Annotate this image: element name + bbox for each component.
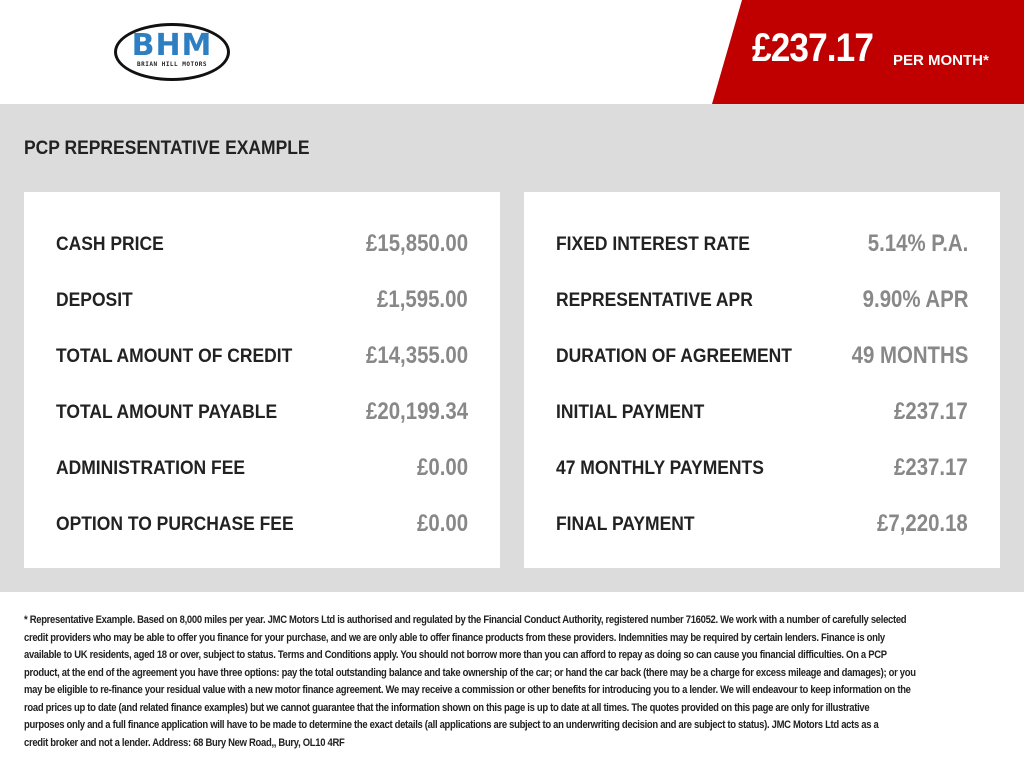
disclaimer-line: purposes only and a full finance applica…: [24, 719, 879, 731]
finance-row: DURATION OF AGREEMENT 49 MONTHS: [556, 338, 968, 378]
row-value: £15,850.00: [365, 230, 468, 257]
row-label: ADMINISTRATION FEE: [56, 458, 246, 479]
disclaimer-line: may be eligible to re-finance your resid…: [24, 684, 911, 696]
row-label: DEPOSIT: [56, 290, 133, 311]
disclaimer-line: credit broker and not a lender. Address:…: [24, 736, 345, 749]
per-month-label: PER MONTH*: [893, 52, 989, 69]
disclaimer: * Representative Example. Based on 8,000…: [24, 612, 944, 752]
row-label: INITIAL PAYMENT: [556, 402, 705, 423]
finance-card-left: CASH PRICE £15,850.00 DEPOSIT £1,595.00 TOTA…: [24, 192, 500, 568]
disclaimer-line: road prices up to date (and related fina…: [24, 701, 870, 714]
row-label: REPRESENTATIVE APR: [556, 290, 753, 311]
row-value: £0.00: [416, 454, 468, 481]
row-label: 47 MONTHLY PAYMENTS: [556, 458, 764, 479]
row-value: £7,220.18: [877, 510, 968, 537]
row-value: 9.90% APR: [862, 286, 968, 313]
finance-row: TOTAL AMOUNT OF CREDIT £14,355.00: [56, 338, 468, 378]
finance-row: INITIAL PAYMENT £237.17: [556, 394, 968, 434]
row-value: £237.17: [894, 454, 968, 481]
row-value: £1,595.00: [377, 286, 468, 313]
finance-row: FIXED INTEREST RATE 5.14% P.A.: [556, 226, 968, 266]
row-value: £14,355.00: [365, 342, 468, 369]
logo-subtitle: BRIAN HILL MOTORS: [137, 61, 207, 68]
row-value: £237.17: [894, 398, 968, 425]
finance-example-panel: PCP REPRESENTATIVE EXAMPLE CASH PRICE £15…: [0, 104, 1024, 592]
finance-row: ADMINISTRATION FEE £0.00: [56, 450, 468, 490]
disclaimer-line: available to UK residents, aged 18 or ov…: [24, 649, 887, 661]
finance-row: CASH PRICE £15,850.00: [56, 226, 468, 266]
row-value: £0.00: [416, 510, 468, 537]
disclaimer-line: * Representative Example. Based on 8,000…: [24, 614, 907, 626]
section-title: PCP REPRESENTATIVE EXAMPLE: [24, 138, 310, 159]
row-value: 49 MONTHS: [851, 342, 968, 369]
finance-row: FINAL PAYMENT £7,220.18: [556, 506, 968, 546]
finance-row: DEPOSIT £1,595.00: [56, 282, 468, 322]
row-value: 5.14% P.A.: [867, 230, 968, 257]
row-label: FINAL PAYMENT: [556, 514, 695, 535]
row-label: DURATION OF AGREEMENT: [556, 346, 792, 367]
row-label: TOTAL AMOUNT PAYABLE: [56, 402, 278, 423]
row-value: £20,199.34: [365, 398, 468, 425]
brand-logo[interactable]: BHM BRIAN HILL MOTORS: [114, 23, 230, 81]
disclaimer-line: credit providers who may be able to offe…: [24, 631, 885, 644]
header: BHM BRIAN HILL MOTORS £237.17 PER MONTH*: [0, 0, 1024, 104]
logo-letters: BHM: [131, 28, 213, 63]
finance-row: REPRESENTATIVE APR 9.90% APR: [556, 282, 968, 322]
disclaimer-line: product, at the end of the agreement you…: [24, 666, 916, 679]
finance-row: TOTAL AMOUNT PAYABLE £20,199.34: [56, 394, 468, 434]
finance-card-right: FIXED INTEREST RATE 5.14% P.A. REPRESENTAT…: [524, 192, 1000, 568]
price-banner: [712, 0, 1024, 104]
finance-row: 47 MONTHLY PAYMENTS £237.17: [556, 450, 968, 490]
row-label: FIXED INTEREST RATE: [556, 234, 750, 255]
row-label: OPTION TO PURCHASE FEE: [56, 514, 294, 535]
monthly-price: £237.17: [752, 26, 874, 70]
row-label: CASH PRICE: [56, 234, 164, 255]
row-label: TOTAL AMOUNT OF CREDIT: [56, 346, 293, 367]
finance-row: OPTION TO PURCHASE FEE £0.00: [56, 506, 468, 546]
